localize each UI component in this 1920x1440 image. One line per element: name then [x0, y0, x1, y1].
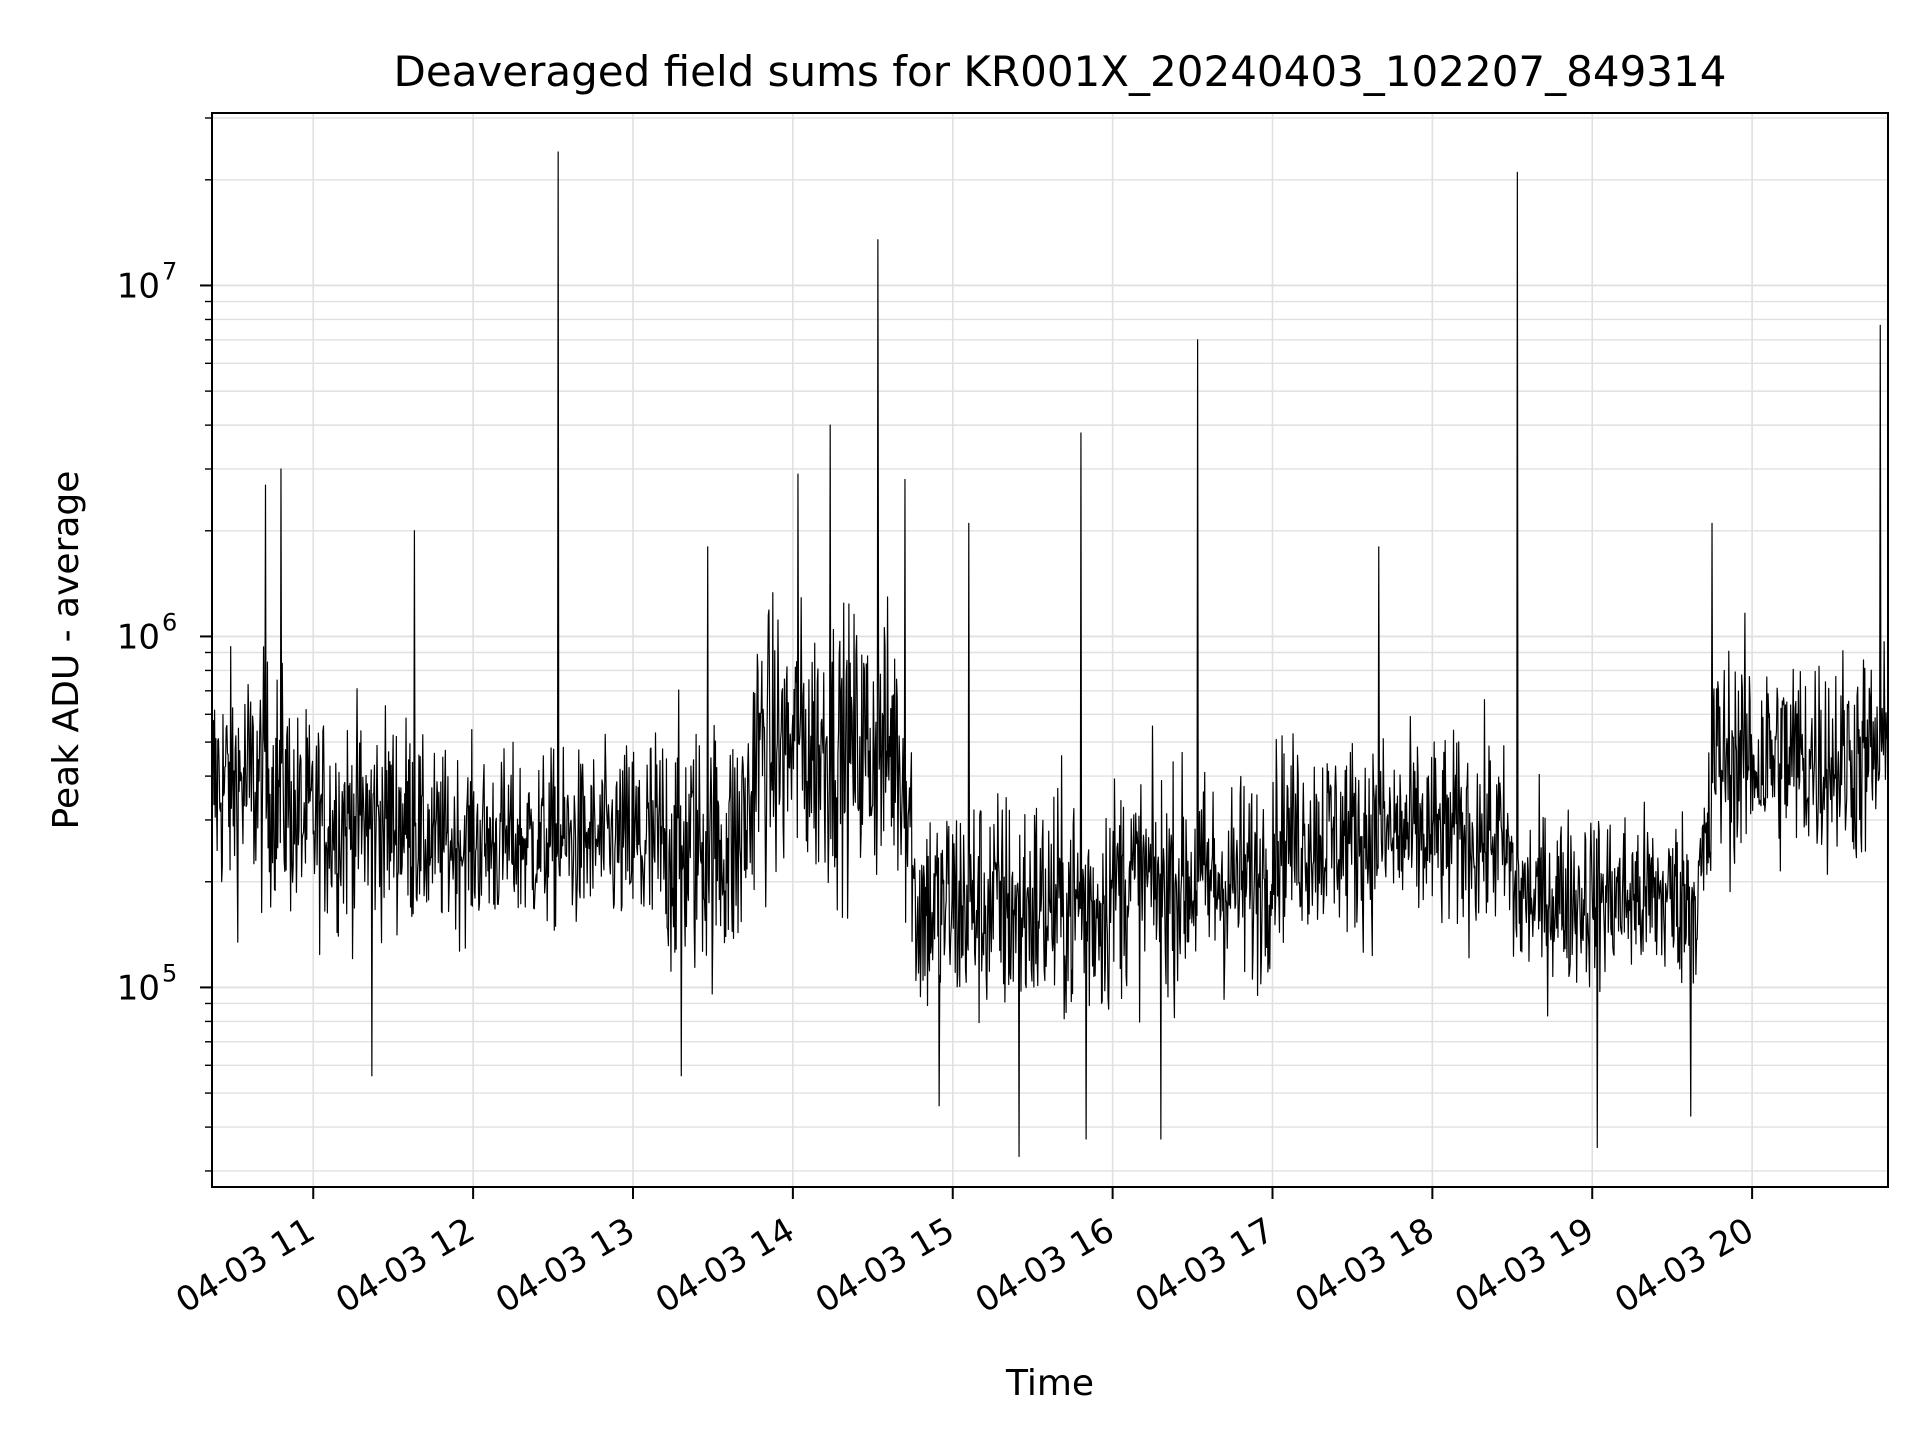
series-line: [211, 151, 1889, 1158]
y-tick-exponent: 5: [162, 959, 177, 987]
chart-title: Deaveraged field sums for KR001X_2024040…: [394, 47, 1727, 96]
y-tick-label: 10: [117, 968, 160, 1008]
series-layer: [211, 151, 1889, 1158]
grid-layer: [212, 113, 1888, 1187]
y-tick-label: 10: [117, 617, 160, 657]
y-tick-exponent: 6: [162, 608, 177, 636]
y-tick-label: 10: [117, 266, 160, 306]
plot-frame: [211, 112, 1889, 1188]
y-axis-label: Peak ADU - average: [46, 471, 87, 830]
y-tick-exponent: 7: [162, 257, 177, 285]
x-axis-label: Time: [1005, 1363, 1094, 1404]
